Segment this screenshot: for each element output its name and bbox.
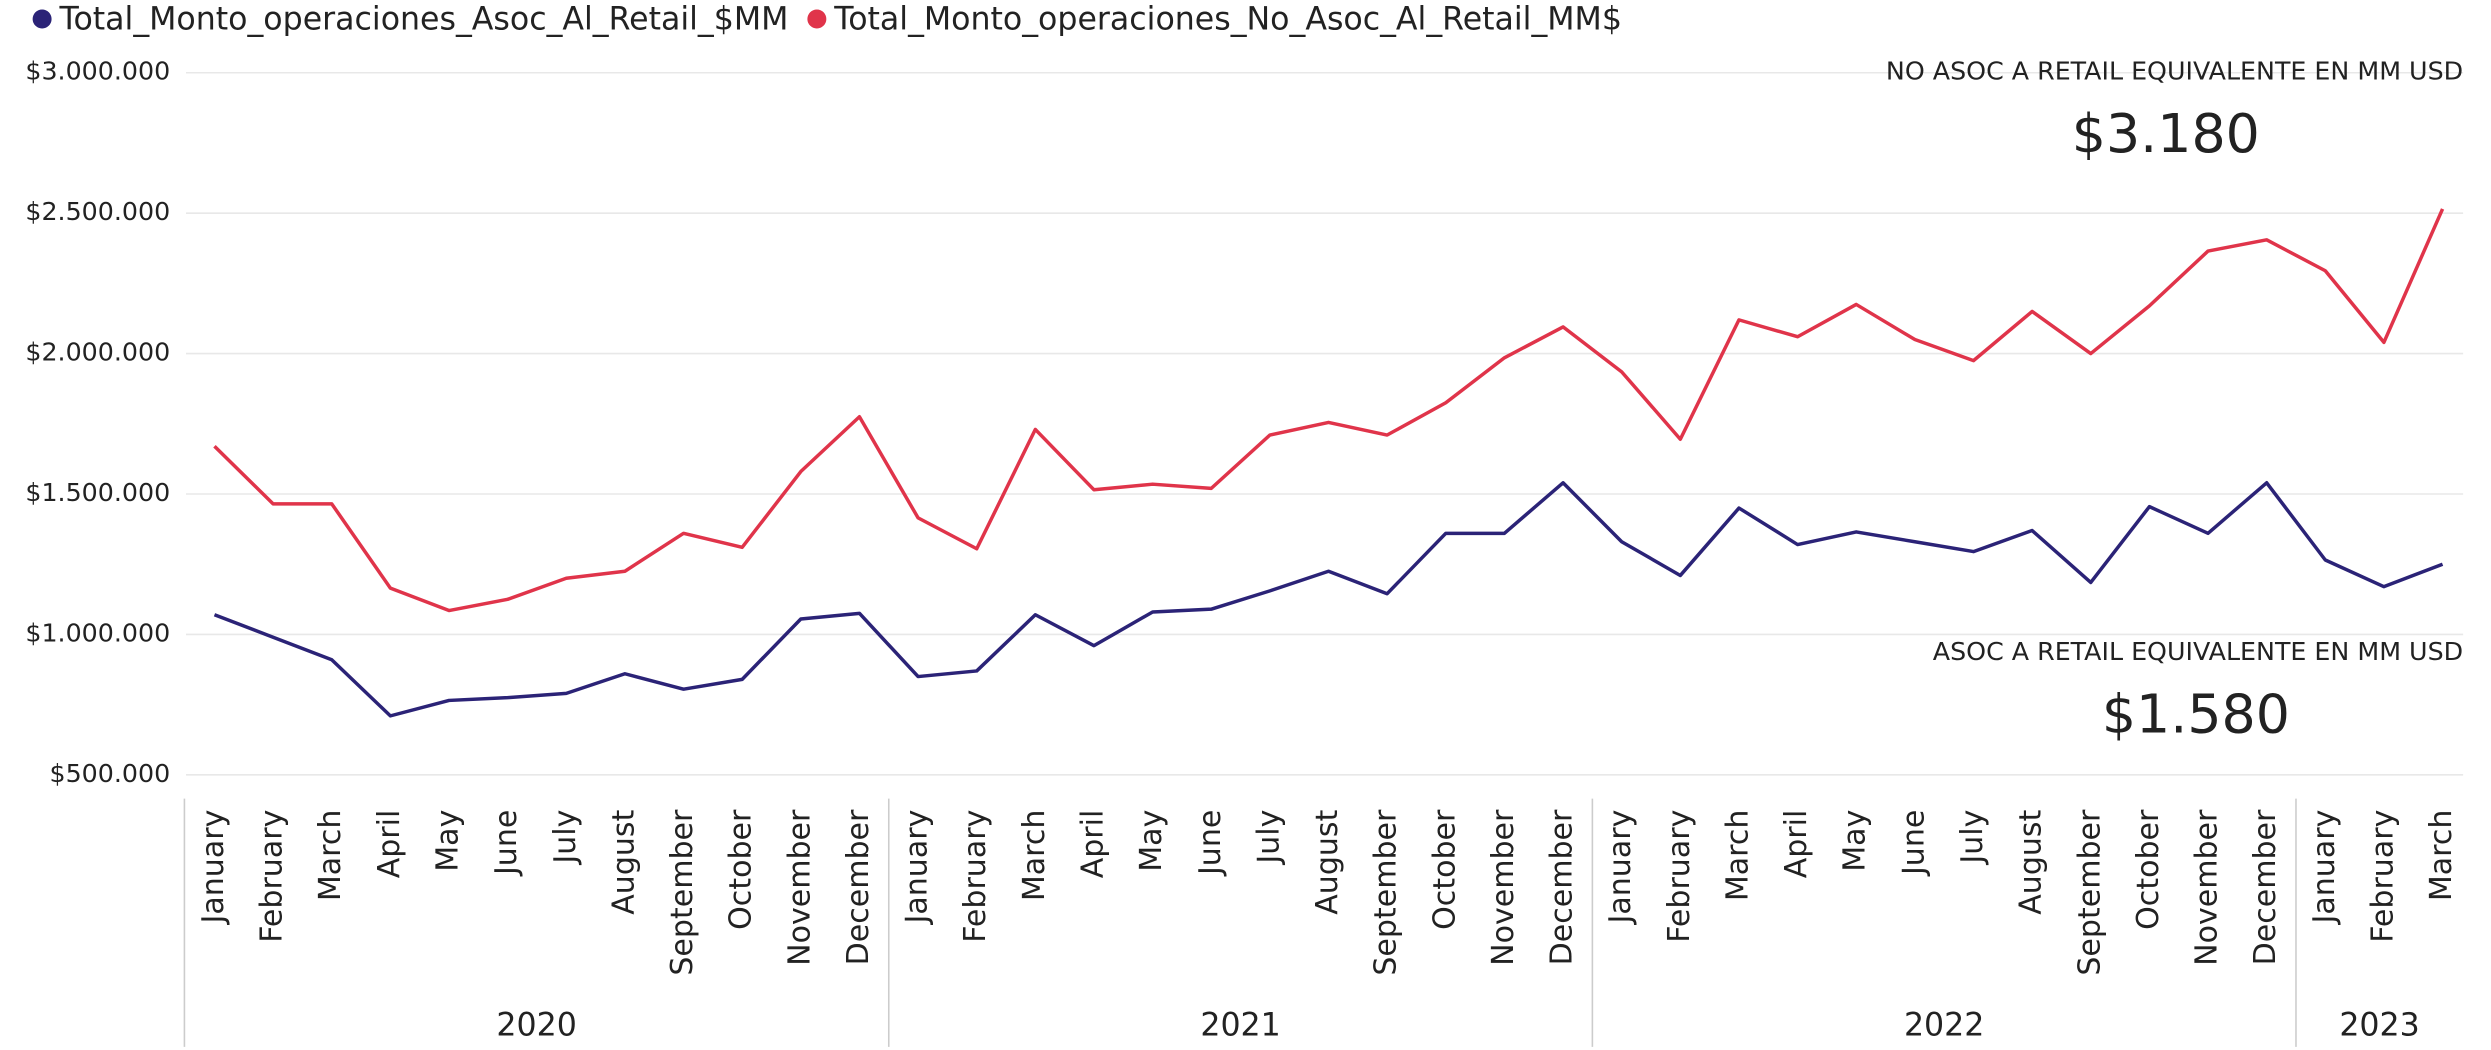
x-tick-label: November bbox=[2190, 809, 2225, 966]
x-tick-label: January bbox=[196, 810, 231, 926]
x-tick-label: March bbox=[1720, 810, 1755, 902]
series-line bbox=[213, 481, 2444, 718]
y-tick-label: $1.500.000 bbox=[25, 478, 170, 507]
group-label: 2020 bbox=[496, 1007, 576, 1043]
x-tick-label: February bbox=[2365, 810, 2400, 943]
card-value: $1.580 bbox=[2102, 683, 2290, 746]
x-tick-label: December bbox=[841, 809, 876, 965]
x-tick-label: May bbox=[431, 810, 466, 872]
x-tick-label: November bbox=[782, 809, 817, 966]
x-tick-label: May bbox=[1134, 810, 1169, 872]
x-tick-label: April bbox=[1779, 810, 1814, 879]
x-tick-label: June bbox=[1193, 810, 1228, 877]
x-tick-label: February bbox=[255, 810, 290, 943]
x-tick-label: September bbox=[1369, 809, 1404, 976]
y-tick-label: $1.000.000 bbox=[25, 618, 170, 647]
y-tick-label: $500.000 bbox=[49, 759, 170, 788]
card-label: ASOC A RETAIL EQUIVALENTE EN MM USD bbox=[1933, 637, 2463, 666]
x-tick-label: April bbox=[1075, 810, 1110, 879]
x-tick-label: May bbox=[1838, 810, 1873, 872]
x-tick-label: September bbox=[665, 809, 700, 976]
group-label: 2023 bbox=[2339, 1007, 2419, 1043]
x-tick-label: December bbox=[1545, 809, 1580, 965]
x-tick-label: August bbox=[606, 809, 641, 914]
x-tick-label: June bbox=[489, 810, 524, 877]
x-tick-label: June bbox=[1896, 810, 1931, 877]
x-tick-label: October bbox=[1427, 809, 1462, 930]
legend-label: Total_Monto_operaciones_No_Asoc_Al_Retai… bbox=[833, 2, 1622, 38]
x-tick-label: January bbox=[1603, 810, 1638, 926]
x-tick-label: July bbox=[548, 810, 583, 866]
x-tick-label: October bbox=[724, 809, 759, 930]
legend-label: Total_Monto_operaciones_Asoc_Al_Retail_$… bbox=[59, 2, 789, 38]
x-tick-label: August bbox=[1310, 809, 1345, 914]
x-tick-label: September bbox=[2072, 809, 2107, 976]
x-tick-label: January bbox=[2307, 810, 2342, 926]
y-tick-label: $2.500.000 bbox=[25, 197, 170, 226]
legend-marker bbox=[32, 9, 52, 29]
card-label: NO ASOC A RETAIL EQUIVALENTE EN MM USD bbox=[1886, 57, 2463, 86]
x-tick-label: July bbox=[1251, 810, 1286, 866]
x-tick-label: February bbox=[1662, 810, 1697, 943]
x-tick-label: December bbox=[2248, 809, 2283, 965]
x-tick-label: January bbox=[900, 810, 935, 926]
x-tick-label: March bbox=[313, 810, 348, 902]
x-tick-label: March bbox=[1017, 810, 1052, 902]
series-line bbox=[213, 208, 2445, 613]
group-label: 2022 bbox=[1904, 1007, 1984, 1043]
card-value: $3.180 bbox=[2072, 102, 2260, 165]
x-tick-label: October bbox=[2131, 809, 2166, 930]
y-tick-label: $2.000.000 bbox=[25, 338, 170, 367]
x-tick-label: April bbox=[372, 810, 407, 879]
x-tick-label: November bbox=[1486, 809, 1521, 966]
x-tick-label: July bbox=[1955, 810, 1990, 866]
x-tick-label: March bbox=[2424, 810, 2459, 902]
group-label: 2021 bbox=[1200, 1007, 1280, 1043]
legend-marker bbox=[807, 9, 827, 29]
y-tick-label: $3.000.000 bbox=[25, 57, 170, 86]
x-tick-label: August bbox=[2014, 809, 2049, 914]
x-tick-label: February bbox=[958, 810, 993, 943]
